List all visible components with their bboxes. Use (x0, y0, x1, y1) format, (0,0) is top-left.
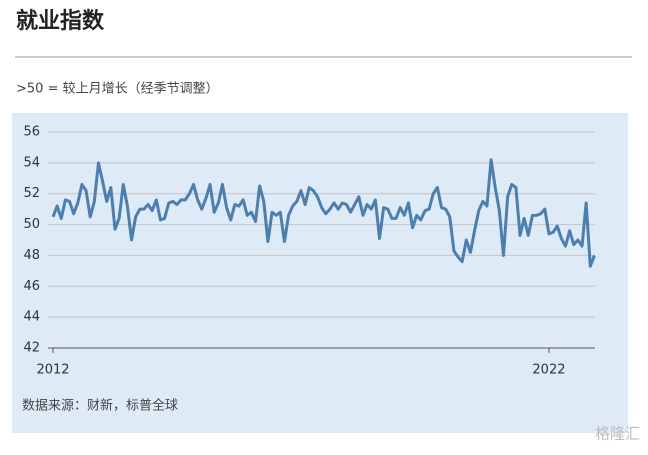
watermark: 格隆汇 (595, 425, 640, 443)
subtitle: >50 = 较上月增长（经季节调整） (16, 82, 219, 97)
x-tick-label: 2022 (532, 363, 565, 378)
y-tick-label: 52 (23, 186, 40, 201)
plot-panel (12, 113, 628, 433)
source: 数据来源：财新，标普全球 (22, 398, 178, 414)
x-tick-label: 2012 (36, 363, 69, 378)
y-tick-label: 50 (23, 217, 40, 232)
y-tick-label: 54 (23, 155, 40, 170)
y-tick-label: 42 (23, 341, 40, 356)
y-tick-label: 44 (23, 310, 40, 325)
chart-title: 就业指数 (16, 8, 105, 34)
y-tick-label: 46 (23, 279, 40, 294)
line-series (51, 158, 596, 268)
y-tick-label: 56 (23, 125, 40, 140)
y-tick-label: 48 (23, 248, 40, 263)
